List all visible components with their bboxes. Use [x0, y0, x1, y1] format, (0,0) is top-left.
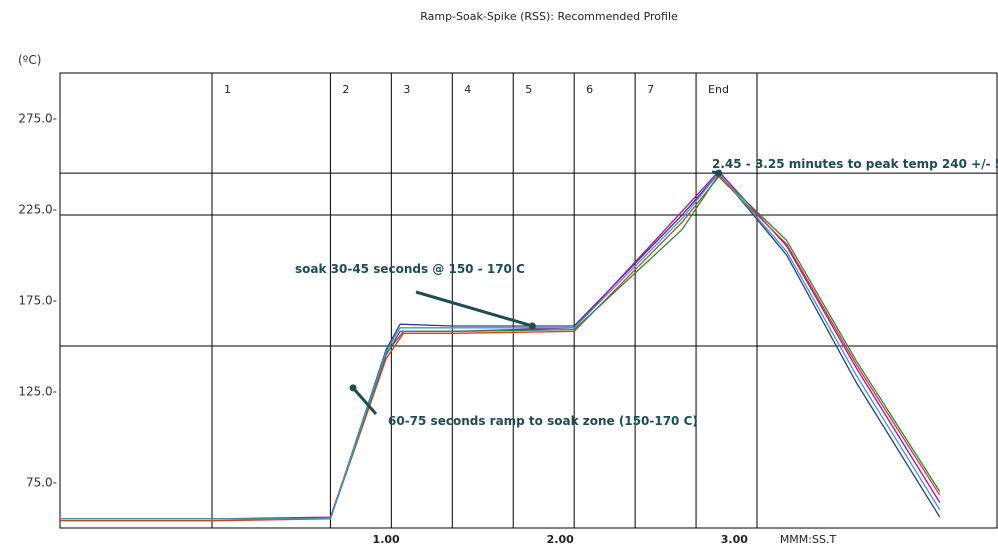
x-tick-label: 2.00: [547, 533, 574, 546]
annotation-pointer: [415, 290, 533, 328]
x-axis-label: MMM:SS.T: [780, 533, 837, 546]
series-line: [60, 173, 941, 520]
series-line: [60, 172, 941, 520]
y-tick-label: 75.0-: [26, 476, 57, 490]
plot-frame: [59, 72, 998, 529]
zone-label: End: [708, 83, 729, 96]
y-tick-label: 275.0-: [18, 112, 57, 126]
y-tick-label: 175.0-: [18, 294, 57, 308]
chart-title: Ramp-Soak-Spike (RSS): Recommended Profi…: [420, 10, 678, 23]
x-tick-label: 3.00: [721, 533, 748, 546]
series-line: [60, 170, 941, 520]
annotation-pointer: [351, 386, 378, 415]
y-tick-label: 225.0-: [18, 203, 57, 217]
zone-label: 7: [647, 83, 654, 96]
annotation-dot: [715, 169, 723, 177]
zone-label: 6: [586, 83, 593, 96]
annotation-text: 2.45 - 3.25 minutes to peak temp 240 +/-…: [712, 157, 998, 171]
annotation-text: 60-75 seconds ramp to soak zone (150-170…: [388, 414, 698, 428]
zone-label: 1: [224, 83, 231, 96]
annotation-dot: [528, 322, 536, 330]
zone-label: 4: [464, 83, 471, 96]
annotation-dot: [349, 384, 357, 392]
zone-label: 2: [342, 83, 349, 96]
zone-label: 5: [525, 83, 532, 96]
y-tick-label: 125.0-: [18, 385, 57, 399]
series-line: [60, 175, 941, 522]
annotation-text: soak 30-45 seconds @ 150 - 170 C: [295, 262, 525, 276]
zone-label: 3: [403, 83, 410, 96]
x-tick-label: 1.00: [373, 533, 400, 546]
y-axis-label: (ºC): [18, 53, 41, 67]
